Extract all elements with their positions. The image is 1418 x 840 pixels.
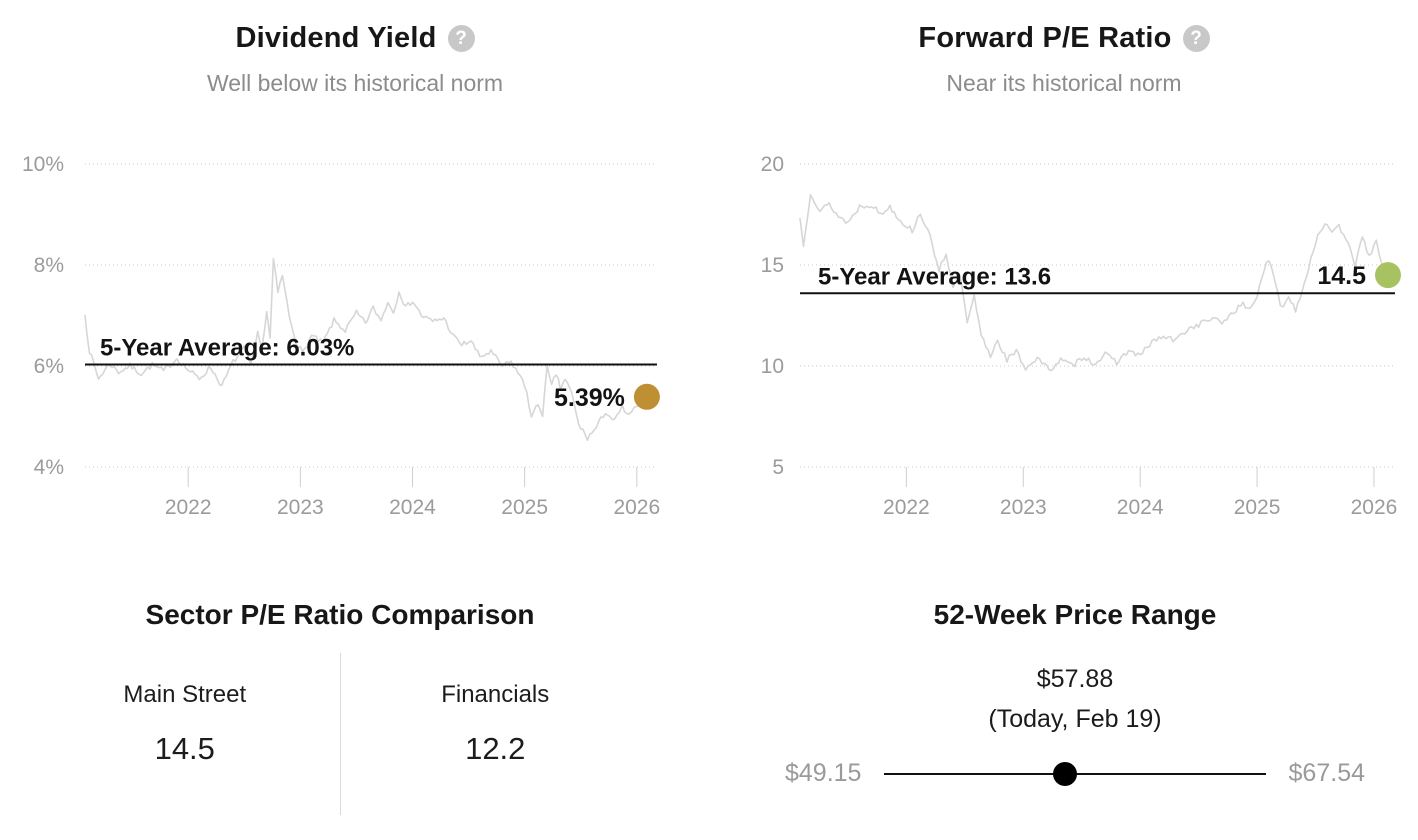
sector-comparison-title: Sector P/E Ratio Comparison (145, 599, 535, 630)
price-range-track (884, 761, 1266, 786)
current-value-label: 14.5 (1317, 262, 1366, 290)
help-icon[interactable]: ? (1182, 25, 1210, 52)
current-price: $57.88 (1036, 665, 1114, 693)
range-low-label: $49.15 (785, 759, 862, 787)
svg-text:6%: 6% (34, 355, 64, 378)
svg-text:2024: 2024 (389, 496, 436, 519)
svg-text:2025: 2025 (1234, 496, 1281, 519)
series-line (84, 257, 648, 441)
range-high-label: $67.54 (1288, 759, 1365, 787)
x-axis-ticks (187, 467, 638, 487)
current-value-dot (633, 383, 660, 410)
dividend-yield-header: Dividend Yield ? Well below its historic… (0, 22, 710, 97)
average-label: 5-Year Average: 6.03% (100, 334, 354, 361)
sector-value: 12.2 (465, 731, 526, 766)
price-range-panel: 52-Week Price Range $57.88 (Today, Feb 1… (755, 585, 1395, 788)
x-axis-labels: 2022 2023 2024 2025 2026 (883, 496, 1397, 519)
svg-text:2023: 2023 (1000, 496, 1047, 519)
svg-text:10%: 10% (22, 153, 64, 176)
current-price-marker (1053, 761, 1078, 786)
y-gridlines (800, 163, 1395, 468)
sector-column-financials: Financials 12.2 (341, 653, 651, 767)
svg-text:2025: 2025 (501, 496, 548, 519)
sector-column-main-street: Main Street 14.5 (30, 653, 340, 767)
y-gridlines (85, 163, 657, 468)
sector-comparison-panel: Sector P/E Ratio Comparison Main Street … (30, 585, 650, 815)
svg-text:8%: 8% (34, 254, 64, 277)
sector-columns: Main Street 14.5 Financials 12.2 (30, 653, 650, 815)
current-value-dot (1374, 262, 1401, 289)
dividend-yield-chart: 4% 6% 8% 10% 2022 2023 2024 2025 2026 5-Year Av… (22, 153, 660, 519)
sector-label: Main Street (123, 681, 247, 708)
y-axis-labels: 4% 6% 8% 10% (22, 153, 64, 479)
dividend-yield-title: Dividend Yield (235, 22, 437, 54)
svg-text:2026: 2026 (613, 496, 660, 519)
svg-text:10: 10 (761, 355, 784, 378)
svg-text:4%: 4% (34, 456, 64, 479)
forward-pe-chart: 5 10 15 20 2022 2023 2024 2025 2026 5-Year Aver… (761, 153, 1401, 519)
series-line (799, 194, 1389, 372)
svg-text:2026: 2026 (1351, 496, 1398, 519)
svg-text:2022: 2022 (883, 496, 930, 519)
svg-text:2023: 2023 (277, 496, 324, 519)
svg-text:2024: 2024 (1117, 496, 1164, 519)
svg-text:20: 20 (761, 153, 784, 176)
dividend-yield-subtitle: Well below its historical norm (206, 70, 504, 96)
vertical-divider (339, 653, 341, 815)
current-price-date: (Today, Feb 19) (988, 705, 1162, 733)
svg-text:5: 5 (772, 456, 784, 479)
forward-pe-title: Forward P/E Ratio (918, 22, 1172, 54)
sector-value: 14.5 (154, 731, 215, 766)
svg-text:2022: 2022 (165, 496, 212, 519)
price-range-title: 52-Week Price Range (933, 599, 1217, 630)
help-icon[interactable]: ? (447, 25, 475, 52)
svg-text:15: 15 (761, 254, 784, 277)
x-axis-ticks (905, 467, 1375, 487)
average-label: 5-Year Average: 13.6 (818, 263, 1051, 290)
current-value-label: 5.39% (554, 384, 625, 412)
x-axis-labels: 2022 2023 2024 2025 2026 (165, 496, 660, 519)
sector-label: Financials (441, 681, 550, 708)
price-range-slider: $49.15 $67.54 (755, 759, 1395, 788)
forward-pe-header: Forward P/E Ratio ? Near its historical … (710, 22, 1418, 97)
y-axis-labels: 5 10 15 20 (761, 153, 784, 479)
forward-pe-subtitle: Near its historical norm (946, 70, 1182, 96)
